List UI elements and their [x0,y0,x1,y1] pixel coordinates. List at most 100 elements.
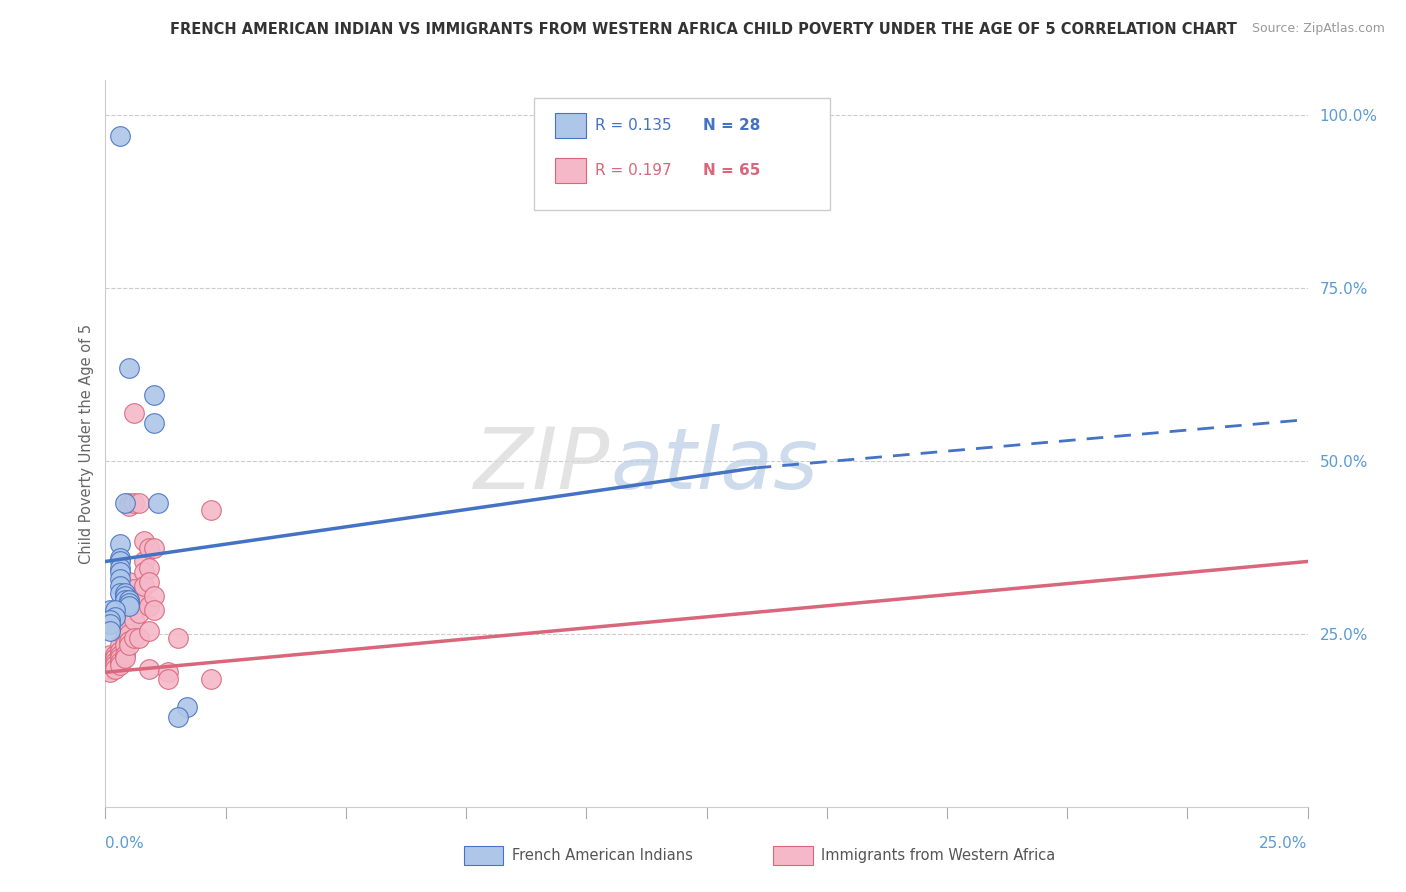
Point [118,592,141,607]
Point [114,585,136,599]
Point [104,655,127,669]
Point [114,648,136,662]
Point [128,589,150,603]
Text: French American Indians: French American Indians [512,848,693,863]
Point [156,665,179,680]
Point [104,603,127,617]
Point [98,613,121,627]
Text: N = 65: N = 65 [703,163,761,178]
Point [142,416,165,430]
Point [108,537,131,551]
Point [142,589,165,603]
Point [98,665,121,680]
Point [142,541,165,555]
Point [200,672,222,686]
Text: Immigrants from Western Africa: Immigrants from Western Africa [821,848,1056,863]
Y-axis label: Child Poverty Under the Age of 5: Child Poverty Under the Age of 5 [79,324,94,564]
Point [98,624,121,638]
Text: N = 28: N = 28 [703,119,761,133]
Point [104,651,127,665]
Point [98,603,121,617]
Point [114,631,136,645]
Point [98,662,121,676]
Point [118,599,141,614]
Point [124,495,146,509]
Text: Source: ZipAtlas.com: Source: ZipAtlas.com [1251,22,1385,36]
Text: 0.0%: 0.0% [105,837,145,851]
Point [138,561,160,575]
Point [128,607,150,621]
Point [114,592,136,607]
Point [98,648,121,662]
Point [114,651,136,665]
Point [124,603,146,617]
Point [114,589,136,603]
Point [200,502,222,516]
Point [128,631,150,645]
Text: R = 0.197: R = 0.197 [595,163,671,178]
Text: atlas: atlas [610,424,818,507]
Point [108,551,131,566]
Point [132,533,155,548]
Point [104,610,127,624]
Point [108,644,131,658]
Point [132,579,155,593]
Point [108,658,131,673]
Point [176,699,198,714]
Point [124,582,146,597]
Point [118,616,141,631]
Point [104,648,127,662]
Point [108,648,131,662]
Point [132,565,155,579]
Point [118,613,141,627]
Point [132,554,155,568]
Point [118,638,141,652]
Point [98,658,121,673]
Point [118,627,141,641]
Point [114,603,136,617]
Point [108,638,131,652]
Text: ZIP: ZIP [474,424,610,507]
Point [124,631,146,645]
Point [138,541,160,555]
Point [114,638,136,652]
Point [108,128,131,143]
Point [108,572,131,586]
Point [114,613,136,627]
Point [142,603,165,617]
Point [124,613,146,627]
Point [156,672,179,686]
Point [138,624,160,638]
Point [124,592,146,607]
Text: 25.0%: 25.0% [1260,837,1308,851]
Point [166,631,188,645]
Point [108,655,131,669]
Point [124,406,146,420]
Point [98,616,121,631]
Text: R = 0.135: R = 0.135 [595,119,671,133]
Point [108,554,131,568]
Point [114,616,136,631]
Point [166,710,188,724]
Point [138,599,160,614]
Point [138,662,160,676]
Point [114,589,136,603]
Point [118,495,141,509]
Point [128,495,150,509]
Point [114,495,136,509]
Point [118,360,141,375]
Point [128,596,150,610]
Point [114,624,136,638]
Point [108,561,131,575]
Point [104,662,127,676]
Point [104,658,127,673]
Point [108,585,131,599]
Point [108,651,131,665]
Point [118,596,141,610]
Point [118,634,141,648]
Point [118,589,141,603]
Point [118,575,141,590]
Text: FRENCH AMERICAN INDIAN VS IMMIGRANTS FROM WESTERN AFRICA CHILD POVERTY UNDER THE: FRENCH AMERICAN INDIAN VS IMMIGRANTS FRO… [170,22,1236,37]
Point [118,499,141,513]
Point [118,603,141,617]
